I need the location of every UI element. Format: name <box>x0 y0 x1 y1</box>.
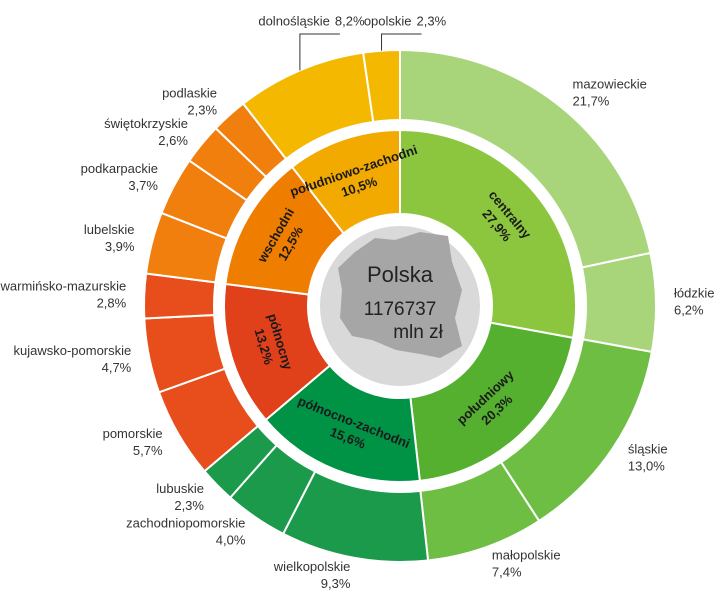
outer-label: wielkopolskie <box>273 559 351 574</box>
inner-segment <box>399 128 577 340</box>
outer-label: dolnośląskie <box>258 13 330 28</box>
outer-value-label: 6,2% <box>674 303 704 318</box>
outer-value-label: 21,7% <box>573 94 610 109</box>
outer-value-label: 4,0% <box>216 533 246 548</box>
outer-value-label: 9,3% <box>321 576 351 591</box>
outer-value-label: 4,7% <box>102 360 132 375</box>
outer-value-label: 8,2% <box>335 13 365 28</box>
inner-segment <box>409 321 575 482</box>
outer-segment <box>580 251 657 354</box>
outer-label: śląskie <box>628 442 668 457</box>
outer-label: pomorskie <box>103 426 163 441</box>
outer-value-label: 2,3% <box>417 13 447 28</box>
outer-label: świętokrzyskie <box>104 116 188 131</box>
outer-label: lubuskie <box>156 481 204 496</box>
outer-value-label: 2,8% <box>97 296 127 311</box>
outer-value-label: 5,7% <box>133 443 163 458</box>
center-total: 1176737 <box>364 299 437 320</box>
leader-line <box>381 33 422 51</box>
outer-value-label: 2,3% <box>174 498 204 513</box>
outer-label: mazowieckie <box>573 77 647 92</box>
outer-segment <box>362 48 401 124</box>
outer-label: podkarpackie <box>81 161 158 176</box>
poland-map <box>338 232 462 358</box>
outer-label: opolskie <box>364 13 412 28</box>
outer-label: podlaskie <box>162 85 217 100</box>
outer-label: zachodniopomorskie <box>126 516 245 531</box>
outer-value-label: 7,4% <box>492 565 522 580</box>
outer-value-label: 2,3% <box>187 102 217 117</box>
outer-label: lubelskie <box>84 222 135 237</box>
outer-label: małopolskie <box>492 548 561 563</box>
outer-value-label: 2,6% <box>158 133 188 148</box>
center-title: Polska <box>367 262 434 287</box>
inner-segment <box>290 128 401 235</box>
leader-line <box>299 33 340 71</box>
center-unit: mln zł <box>393 322 443 343</box>
outer-value-label: 3,9% <box>105 239 135 254</box>
outer-label: łódzkie <box>674 286 714 301</box>
outer-label: warmińsko-mazurskie <box>0 279 126 294</box>
outer-value-label: 3,7% <box>128 178 158 193</box>
outer-label: kujawsko-pomorskie <box>13 343 131 358</box>
outer-value-label: 13,0% <box>628 459 665 474</box>
